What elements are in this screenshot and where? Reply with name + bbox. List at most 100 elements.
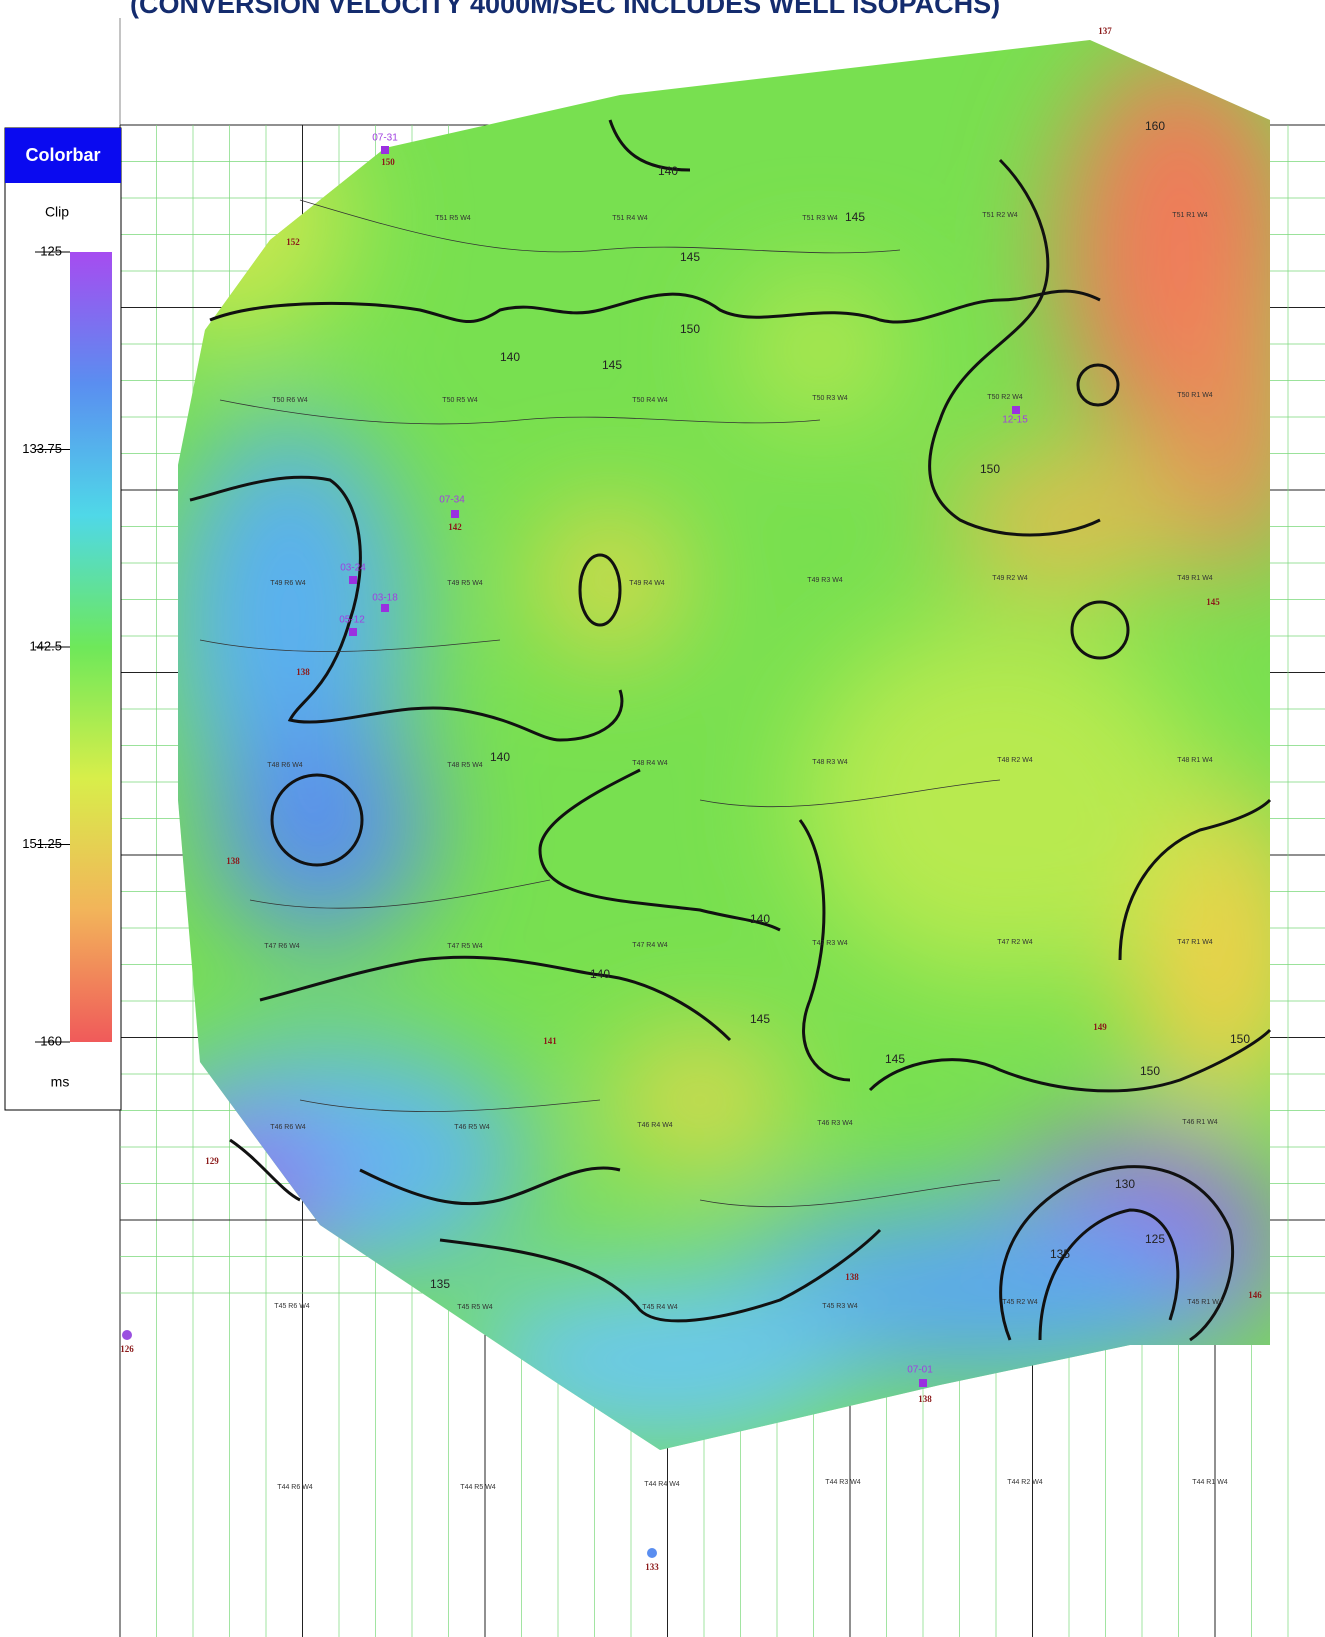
page-body: (CONVERSION VELOCITY 4000M/SEC INCLUDES …	[0, 0, 1325, 1637]
clip-label: Clip	[45, 204, 69, 220]
township-label: T44 R1 W4	[1192, 1479, 1228, 1486]
contour-label: 145	[885, 1052, 905, 1066]
well-value: 133	[645, 1562, 659, 1572]
well-marker	[1012, 406, 1020, 414]
well-label: 12-15	[1002, 415, 1028, 426]
township-label: T48 R4 W4	[632, 760, 668, 767]
contour-label: 140	[658, 164, 678, 178]
township-label: T44 R6 W4	[277, 1484, 313, 1491]
township-label: T51 R5 W4	[435, 215, 471, 222]
contour-label: 145	[750, 1012, 770, 1026]
township-label: T47 R3 W4	[812, 940, 848, 947]
township-label: T45 R5 W4	[457, 1304, 493, 1311]
tick-label: 133.75	[22, 441, 62, 456]
tick-label: 125	[40, 243, 62, 258]
well-marker	[122, 1330, 132, 1340]
page: Isochron map {"header": {"title": "(CONV…	[0, 0, 1325, 1637]
township-label: T46 R3 W4	[817, 1120, 853, 1127]
unit-label: ms	[51, 1074, 70, 1090]
township-label: T47 R1 W4	[1177, 939, 1213, 946]
contour-label: 145	[845, 210, 865, 224]
township-label: T44 R4 W4	[644, 1481, 680, 1488]
well-label: 05-12	[339, 615, 365, 626]
well-value: 145	[1206, 597, 1220, 607]
well-value: 126	[120, 1344, 134, 1354]
township-label: T49 R2 W4	[992, 575, 1028, 582]
township-label: T51 R4 W4	[612, 215, 648, 222]
colorbar: Colorbar Clip ms 125 133.75 142.5 151.25 160	[5, 128, 121, 1110]
township-label: T49 R3 W4	[807, 577, 843, 584]
contour-label: 140	[750, 912, 770, 926]
township-label: T51 R3 W4	[802, 215, 838, 222]
township-label: T51 R2 W4	[982, 212, 1018, 219]
township-label: T47 R6 W4	[264, 943, 300, 950]
township-label: T49 R6 W4	[270, 580, 306, 587]
tick-label: 142.5	[29, 638, 62, 653]
contour-label: 160	[1145, 119, 1165, 133]
township-label: T50 R2 W4	[987, 394, 1023, 401]
township-label: T50 R1 W4	[1177, 392, 1213, 399]
township-label: T50 R6 W4	[272, 397, 308, 404]
township-label: T49 R4 W4	[629, 580, 665, 587]
township-label: T47 R4 W4	[632, 942, 668, 949]
well-value: 137	[1098, 26, 1112, 36]
township-label: T45 R3 W4	[822, 1303, 858, 1310]
well-marker	[349, 628, 357, 636]
township-label: T49 R5 W4	[447, 580, 483, 587]
township-label: T45 R4 W4	[642, 1304, 678, 1311]
colorbar-title: Colorbar	[25, 145, 100, 165]
well-marker	[381, 146, 389, 154]
contour-label: 130	[1115, 1177, 1135, 1191]
township-label: T51 R1 W4	[1172, 212, 1208, 219]
township-label: T48 R1 W4	[1177, 757, 1213, 764]
contour-label: 150	[680, 322, 700, 336]
township-label: T48 R6 W4	[267, 762, 303, 769]
well-label: 07-31	[372, 133, 398, 144]
township-label: T46 R6 W4	[270, 1124, 306, 1131]
well-label: 03-24	[340, 563, 366, 574]
township-label: T45 R6 W4	[274, 1303, 310, 1310]
township-label: T48 R2 W4	[997, 757, 1033, 764]
contour-label: 150	[1230, 1032, 1250, 1046]
contour-label: 150	[1140, 1064, 1160, 1078]
well-value: 146	[1248, 1290, 1262, 1300]
township-label: T47 R5 W4	[447, 943, 483, 950]
map-title: (CONVERSION VELOCITY 4000M/SEC INCLUDES …	[130, 0, 1000, 19]
township-label: T46 R5 W4	[454, 1124, 490, 1131]
well-value: 138	[845, 1272, 859, 1282]
well-value: 150	[381, 157, 395, 167]
township-label: T45 R1 W4	[1187, 1299, 1223, 1306]
well-value: 138	[226, 856, 240, 866]
well-value: 142	[448, 522, 462, 532]
township-label: T46 R4 W4	[637, 1122, 673, 1129]
township-label: T50 R4 W4	[632, 397, 668, 404]
contour-label: 135	[430, 1277, 450, 1291]
tick-label: 160	[40, 1033, 62, 1048]
well-value: 152	[286, 237, 300, 247]
contour-label: 145	[602, 358, 622, 372]
well-marker	[451, 510, 459, 518]
colorbar-scale	[70, 252, 112, 1042]
township-label: T50 R5 W4	[442, 397, 478, 404]
contour-label: 125	[1145, 1232, 1165, 1246]
well-value: 141	[543, 1036, 557, 1046]
township-label: T44 R3 W4	[825, 1479, 861, 1486]
well-label: 07-01	[907, 1365, 933, 1376]
well-value: 129	[205, 1156, 219, 1166]
map-view: (CONVERSION VELOCITY 4000M/SEC INCLUDES …	[0, 0, 1325, 1637]
tick-label: 151.25	[22, 836, 62, 851]
well-value: 149	[1093, 1022, 1107, 1032]
township-label: T44 R5 W4	[460, 1484, 496, 1491]
contour-label: 150	[980, 462, 1000, 476]
township-label: T46 R1 W4	[1182, 1119, 1218, 1126]
well-value: 138	[296, 667, 310, 677]
contour-label: 140	[590, 967, 610, 981]
contour-label: 135	[1050, 1247, 1070, 1261]
well-marker	[647, 1548, 657, 1558]
township-label: T50 R3 W4	[812, 395, 848, 402]
contour-label: 145	[680, 250, 700, 264]
well-marker	[381, 604, 389, 612]
well-marker	[349, 576, 357, 584]
township-label: T45 R2 W4	[1002, 1299, 1038, 1306]
township-label: T49 R1 W4	[1177, 575, 1213, 582]
